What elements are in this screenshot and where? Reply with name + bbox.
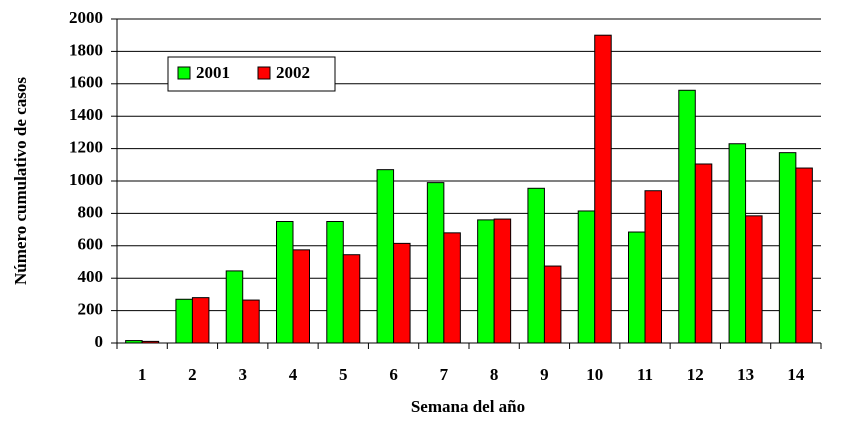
bar (242, 299, 260, 344)
y-tick-label: 1600 (69, 73, 103, 92)
y-tick-label: 1800 (69, 40, 103, 59)
bar (745, 215, 763, 344)
y-tick-label: 200 (78, 300, 104, 319)
y-tick-label: 1000 (69, 170, 103, 189)
x-tick-label: 14 (787, 365, 805, 384)
bar (376, 169, 395, 344)
legend-label: 2002 (276, 63, 310, 82)
x-tick-label: 2 (188, 365, 197, 384)
x-tick-label: 9 (540, 365, 549, 384)
x-tick-label: 12 (687, 365, 704, 384)
bar (527, 187, 545, 344)
legend-swatch (257, 66, 271, 80)
x-tick-label: 4 (289, 365, 298, 384)
bar (678, 89, 696, 344)
y-tick-label: 2000 (69, 8, 103, 27)
bar (778, 152, 797, 344)
bar (493, 218, 512, 344)
bar (225, 270, 244, 344)
x-tick-label: 10 (586, 365, 603, 384)
bar (292, 249, 310, 344)
x-axis-title: Semana del año (411, 397, 525, 416)
bar (543, 265, 562, 344)
bar (326, 221, 344, 344)
x-tick-label: 3 (238, 365, 247, 384)
bar (342, 254, 361, 344)
y-tick-label: 600 (78, 235, 104, 254)
y-tick-label: 400 (78, 267, 104, 286)
legend-swatch (177, 66, 191, 80)
bar (594, 34, 612, 344)
legend-label: 2001 (196, 63, 230, 82)
y-tick-label: 1400 (69, 105, 103, 124)
y-tick-label: 0 (95, 332, 104, 351)
y-tick-label: 800 (78, 202, 104, 221)
bar (577, 210, 596, 344)
y-tick-label: 1200 (69, 138, 103, 157)
bar (141, 340, 160, 344)
bar (644, 190, 662, 344)
bar (628, 231, 646, 344)
bar (694, 163, 713, 344)
bar (795, 167, 813, 344)
bar (175, 298, 193, 344)
bar (426, 182, 445, 344)
y-axis-title: Número cumulativo de casos (11, 77, 30, 285)
x-tick-label: 1 (138, 365, 147, 384)
bar (477, 219, 495, 344)
x-tick-label: 6 (389, 365, 398, 384)
bar (276, 221, 294, 344)
legend-box (167, 56, 336, 92)
bar (125, 340, 143, 344)
x-tick-label: 13 (737, 365, 754, 384)
bar (191, 297, 210, 344)
bar (728, 143, 747, 344)
bar (393, 242, 411, 344)
x-tick-label: 8 (490, 365, 499, 384)
x-tick-label: 11 (637, 365, 653, 384)
bar (443, 232, 461, 344)
x-tick-label: 5 (339, 365, 348, 384)
x-tick-label: 7 (440, 365, 449, 384)
